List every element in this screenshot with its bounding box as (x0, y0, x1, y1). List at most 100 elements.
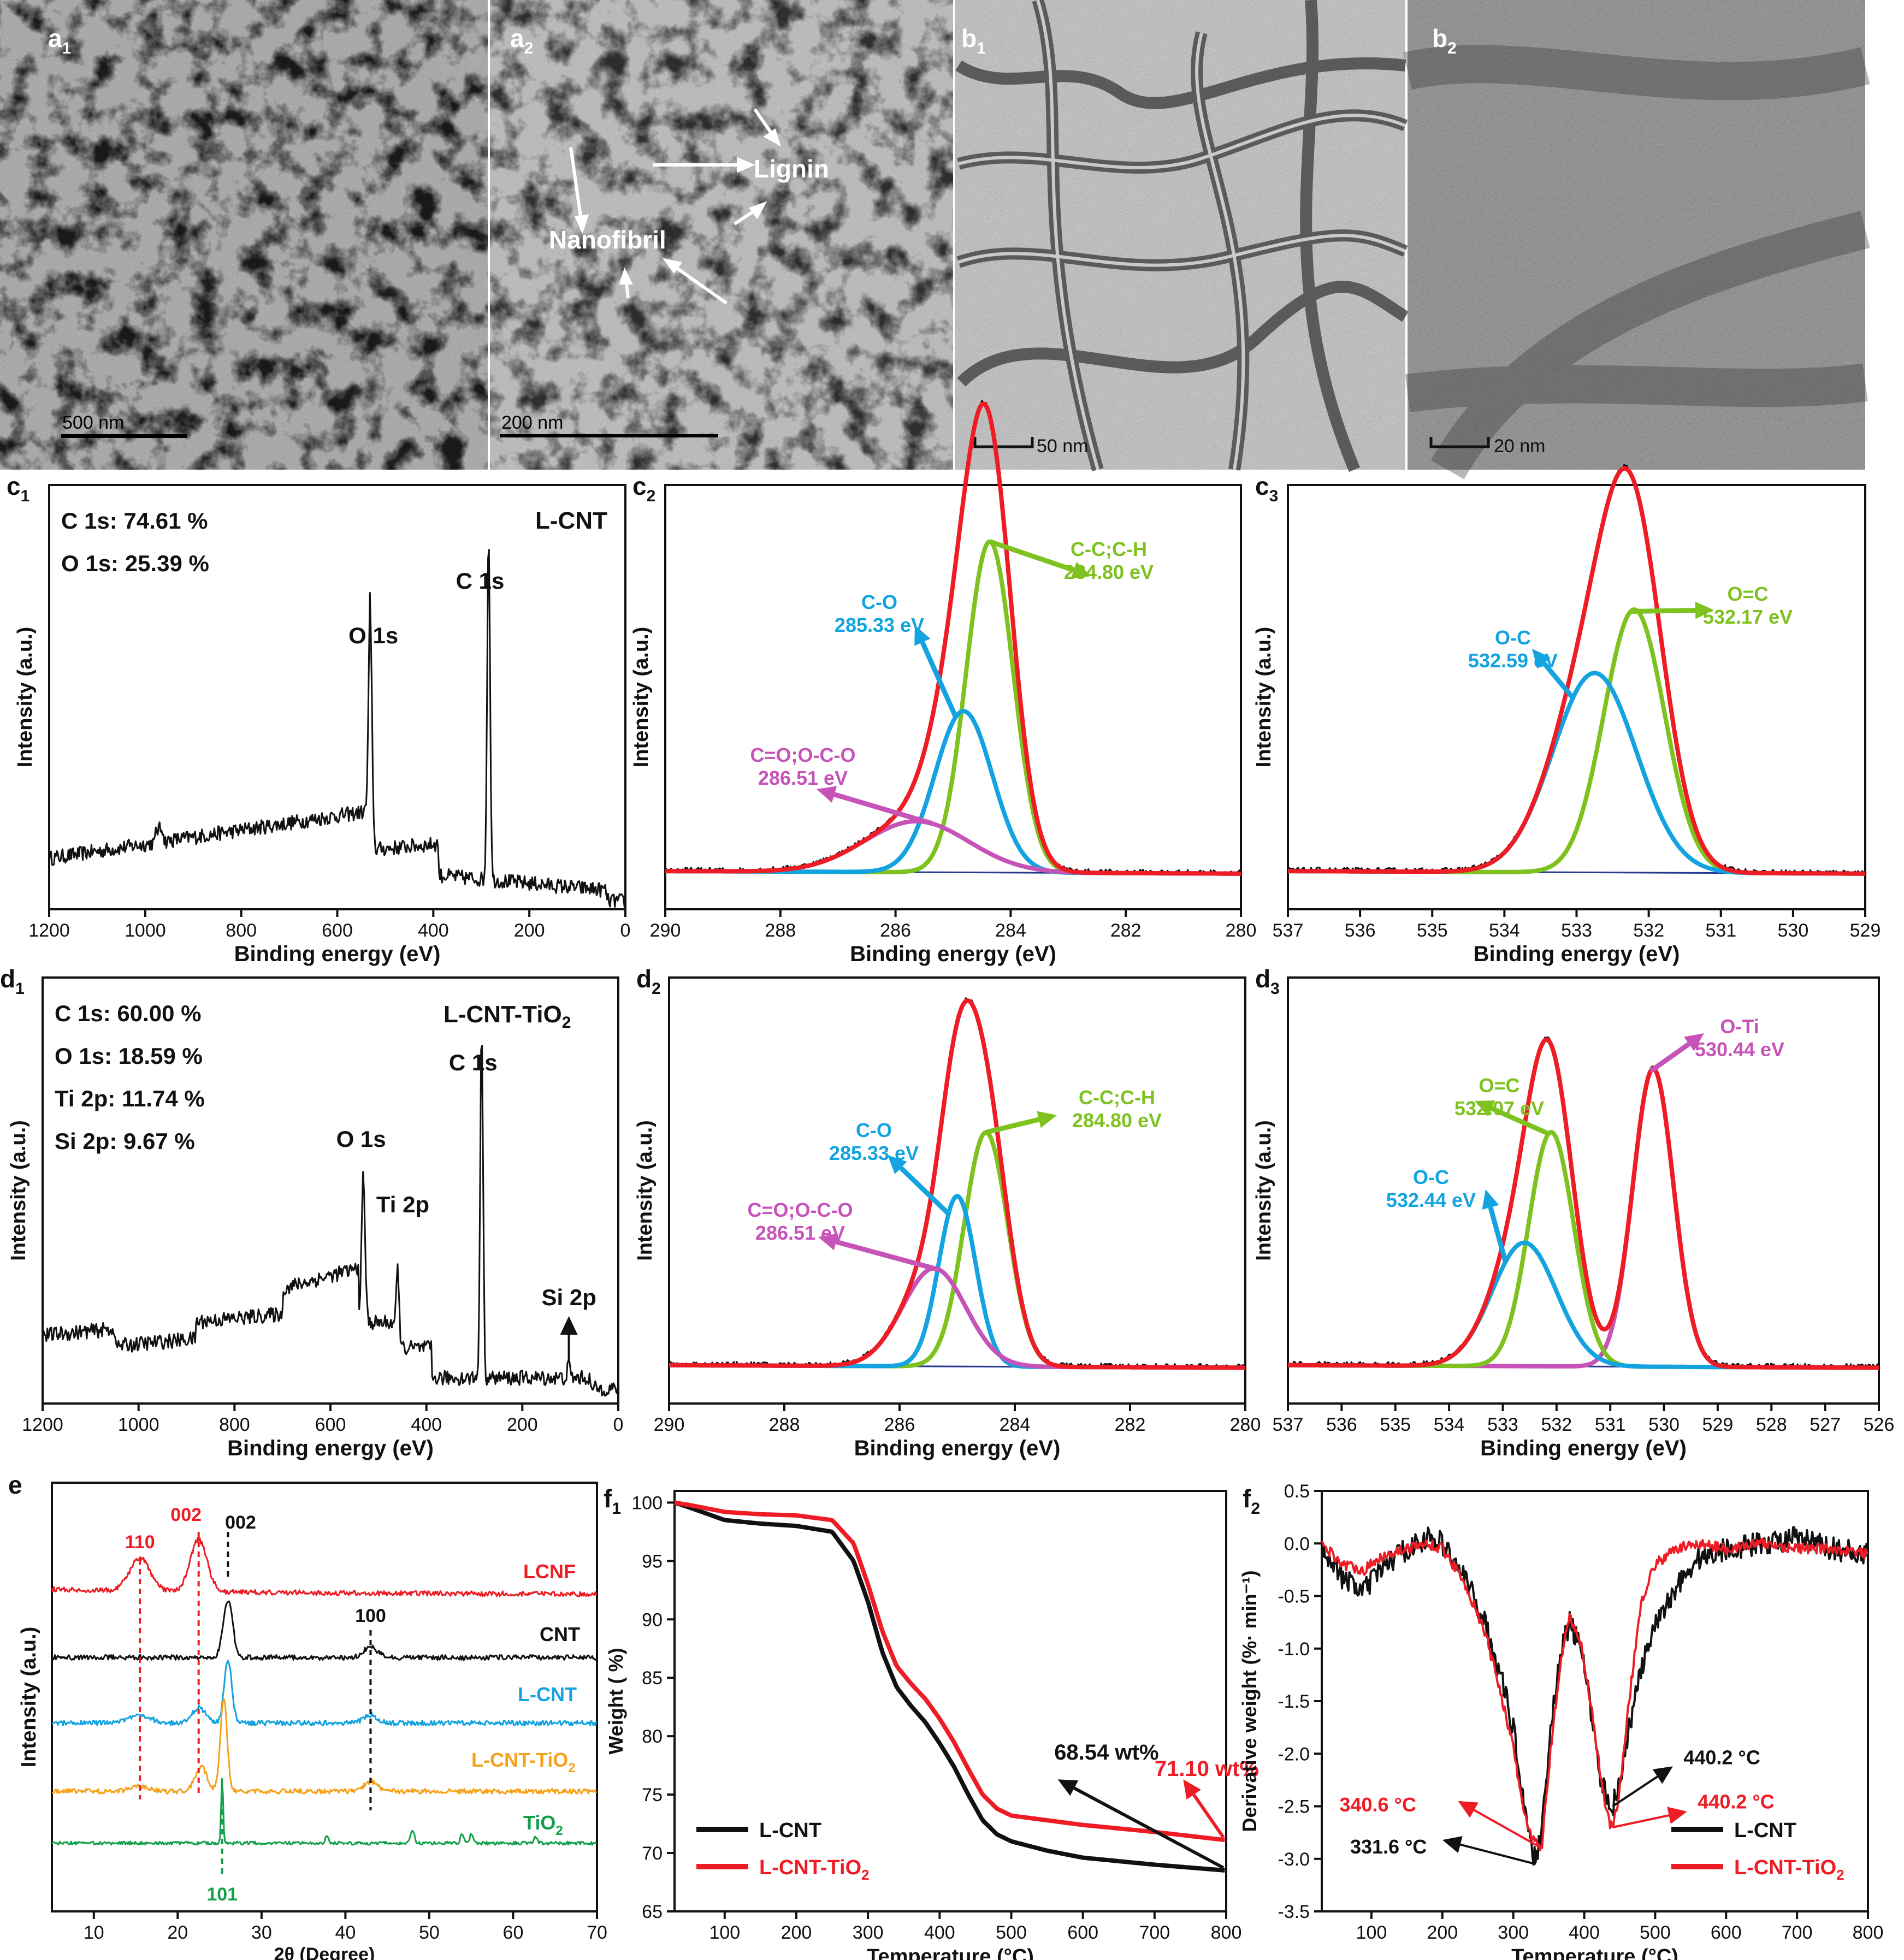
x-tick-label: 700 (1782, 1922, 1813, 1943)
component-name: O=C (1479, 1074, 1519, 1097)
peak-label: Si 2p (542, 1284, 596, 1310)
peak-arrow-head (1458, 1801, 1479, 1818)
panel-d1: 1200 1000 800 600 400 200 0 Binding energy (eV)… (0, 964, 623, 1460)
x-tick-label: 526 (1864, 1414, 1895, 1435)
lignin-label: Lignin (754, 155, 829, 183)
scale-text-b2: 20 nm (1494, 436, 1546, 457)
y-tick-label: -3.5 (1278, 1902, 1310, 1922)
x-axis-label: Binding energy (eV) (234, 942, 441, 966)
x-tick-label: 200 (514, 920, 545, 941)
plot-frame (1287, 976, 1880, 1405)
x-axis-label: 2θ (Degree) (274, 1944, 375, 1960)
peak-label: 340.6 °C (1339, 1793, 1416, 1816)
x-tick-label: 10 (84, 1922, 104, 1943)
fit-envelope (664, 401, 1242, 876)
x-tick-label: 700 (1139, 1922, 1170, 1943)
miller-index: 002 (225, 1512, 256, 1533)
x-tick-label: 533 (1487, 1414, 1518, 1435)
scale-text-a2: 200 nm (501, 412, 563, 433)
scale-bar-a2 (500, 434, 718, 437)
component-arrow-head (888, 1155, 907, 1175)
component-arrow-head (1695, 601, 1714, 619)
x-tick-label: 400 (418, 920, 449, 941)
x-axis-label: Binding energy (eV) (1474, 942, 1680, 966)
y-tick-label: -1.5 (1278, 1691, 1310, 1712)
y-tick-label: -1.0 (1278, 1639, 1310, 1660)
component-arrow-head (1482, 1189, 1499, 1210)
raw-spectrum (664, 400, 1242, 876)
miller-index: 101 (206, 1884, 238, 1905)
fit-component-C=O;O-C-O (664, 819, 1242, 876)
component-arrow-head (1475, 1100, 1495, 1117)
panel-label-b2: b2 (1432, 24, 1457, 57)
component-arrow-shaft (985, 1117, 1040, 1135)
x-tick-label: 535 (1417, 920, 1448, 941)
fit-component-O-Ti (1287, 1066, 1880, 1370)
peak-label: O 1s (336, 1126, 386, 1152)
composition-text: Si 2p: 9.67 % (55, 1128, 195, 1154)
xrd-pattern-L-CNT (51, 1660, 598, 1726)
x-tick-label: 0 (613, 1414, 624, 1435)
y-tick-label: -3.0 (1278, 1849, 1310, 1870)
sample-name: L-CNT-TiO2 (444, 1001, 571, 1032)
x-axis-label: Temperature (°C) (867, 1945, 1034, 1960)
peak-arrow-head (1667, 1807, 1687, 1824)
survey-spectrum (42, 1045, 619, 1397)
component-arrow-shaft (1542, 661, 1575, 700)
peak-label: 440.2 °C (1683, 1746, 1760, 1769)
plot-frame (668, 976, 1246, 1405)
component-energy: 532.17 eV (1703, 606, 1793, 628)
y-tick-label: 75 (642, 1785, 663, 1805)
component-energy: 285.33 eV (835, 614, 924, 636)
x-tick-label: 533 (1561, 920, 1592, 941)
x-tick-label: 800 (219, 1414, 250, 1435)
y-tick-label: 70 (642, 1843, 663, 1864)
x-tick-label: 70 (587, 1922, 607, 1943)
plot-frame (673, 1490, 1227, 1912)
residue-arrow-head (1057, 1779, 1079, 1796)
si-arrow-head (560, 1316, 578, 1335)
peak-label: C 1s (449, 1050, 498, 1075)
component-arrow-head (1071, 561, 1091, 579)
x-tick-label: 529 (1702, 1414, 1734, 1435)
component-energy: 532.07 eV (1454, 1097, 1544, 1120)
x-tick-label: 0 (620, 920, 631, 941)
x-tick-label: 531 (1595, 1414, 1626, 1435)
y-axis-label: Intensity (a.u.) (1252, 1120, 1275, 1261)
plot-frame (42, 976, 619, 1405)
fit-envelope (1287, 1037, 1880, 1370)
x-tick-label: 284 (1000, 1414, 1031, 1435)
panel-label-c3: c3 (1255, 472, 1278, 505)
legend-label: L-CNT (759, 1819, 821, 1842)
xrd-pattern-L-CNT-TiO (51, 1698, 598, 1795)
y-tick-label: 85 (642, 1668, 663, 1689)
component-energy: 285.33 eV (829, 1142, 919, 1164)
component-name: O-Ti (1720, 1015, 1759, 1038)
x-tick-label: 288 (769, 1414, 800, 1435)
scale-bar-a1 (61, 434, 187, 438)
component-arrow-shaft (1491, 1106, 1550, 1136)
y-axis-label: Derivative weight (%· min⁻¹) (1238, 1570, 1261, 1832)
panel-label-a1: a1 (48, 24, 71, 57)
scale-text-b1: 50 nm (1037, 436, 1089, 457)
y-tick-label: 0.5 (1284, 1481, 1310, 1502)
x-tick-label: 200 (507, 1414, 538, 1435)
y-tick-label: -2.5 (1278, 1797, 1310, 1817)
x-tick-label: 286 (884, 1414, 915, 1435)
x-tick-label: 534 (1434, 1414, 1465, 1435)
raw-spectrum (1287, 464, 1866, 876)
peak-arrow-shaft (1474, 1809, 1543, 1850)
residue-arrow-head (1183, 1779, 1201, 1800)
fit-envelope (1287, 466, 1866, 876)
series-label: LCNF (523, 1560, 576, 1583)
x-tick-label: 280 (1226, 920, 1257, 941)
component-name: C=O;O-C-O (748, 1199, 853, 1221)
x-tick-label: 100 (709, 1922, 740, 1943)
x-tick-label: 600 (315, 1414, 346, 1435)
panel-label-d1: d1 (0, 964, 25, 998)
peak-arrow-shaft (1612, 1775, 1658, 1808)
x-tick-label: 30 (251, 1922, 272, 1943)
x-tick-label: 529 (1850, 920, 1881, 941)
component-arrow-head (1684, 1033, 1704, 1051)
panel-label-d2: d2 (636, 964, 661, 998)
